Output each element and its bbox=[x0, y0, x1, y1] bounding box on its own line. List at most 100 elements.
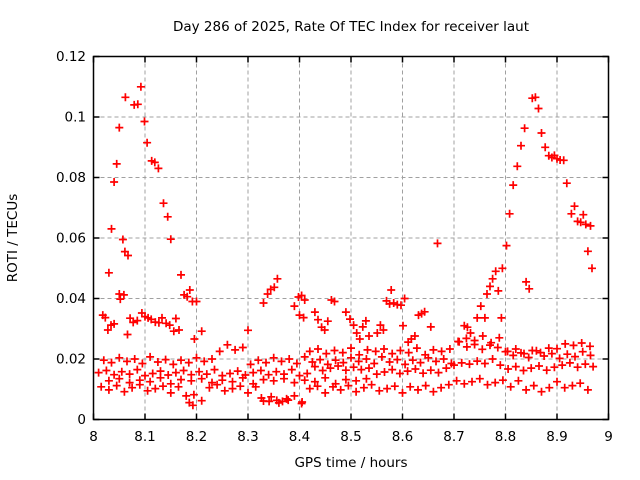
data-point-marker bbox=[581, 220, 590, 229]
data-point-marker bbox=[107, 358, 116, 367]
data-point-marker bbox=[535, 362, 543, 370]
data-point-marker bbox=[371, 347, 380, 356]
data-point-marker bbox=[177, 375, 185, 384]
data-point-marker bbox=[544, 344, 553, 353]
data-point-marker bbox=[183, 292, 192, 301]
data-point-marker bbox=[561, 339, 570, 348]
data-point-marker bbox=[290, 302, 299, 311]
data-point-marker bbox=[121, 93, 130, 102]
data-point-marker bbox=[506, 382, 515, 391]
data-point-marker bbox=[99, 356, 108, 365]
data-point-marker bbox=[336, 385, 345, 394]
data-point-marker bbox=[218, 376, 227, 385]
data-point-marker bbox=[379, 326, 388, 334]
data-point-marker bbox=[215, 347, 224, 356]
data-point-marker bbox=[488, 274, 497, 283]
data-point-marker bbox=[147, 315, 156, 324]
data-point-marker bbox=[120, 387, 129, 396]
data-point-marker bbox=[358, 322, 367, 331]
data-point-marker bbox=[244, 388, 252, 397]
data-point-marker bbox=[466, 329, 475, 337]
data-point-marker bbox=[429, 345, 438, 354]
data-point-marker bbox=[380, 345, 388, 353]
data-point-marker bbox=[143, 138, 152, 147]
data-point-marker bbox=[525, 284, 534, 293]
data-point-marker bbox=[568, 381, 577, 390]
data-point-marker bbox=[569, 341, 578, 350]
data-point-marker bbox=[416, 358, 425, 367]
data-point-marker bbox=[502, 241, 511, 250]
data-point-marker bbox=[511, 362, 520, 371]
data-point-marker bbox=[380, 368, 389, 376]
data-point-marker bbox=[509, 181, 518, 190]
data-point-marker bbox=[496, 361, 505, 370]
data-point-marker bbox=[495, 333, 504, 342]
gridlines bbox=[93, 56, 609, 420]
data-point-marker bbox=[117, 367, 126, 376]
data-point-marker bbox=[259, 299, 268, 307]
data-point-marker bbox=[159, 199, 168, 208]
data-point-marker bbox=[528, 346, 537, 355]
data-point-marker bbox=[116, 295, 125, 304]
data-point-marker bbox=[586, 221, 595, 230]
data-point-marker bbox=[476, 302, 485, 311]
data-point-marker bbox=[583, 247, 592, 256]
data-point-marker bbox=[497, 313, 506, 322]
data-point-marker bbox=[475, 374, 484, 383]
data-point-marker bbox=[529, 381, 538, 390]
data-points bbox=[94, 82, 598, 410]
data-point-marker bbox=[514, 376, 523, 385]
data-point-marker bbox=[498, 264, 507, 273]
data-point-marker bbox=[104, 268, 113, 277]
data-point-marker bbox=[310, 308, 319, 317]
data-point-marker bbox=[314, 345, 322, 353]
data-point-marker bbox=[559, 156, 568, 165]
data-point-marker bbox=[553, 344, 561, 353]
data-point-marker bbox=[517, 141, 525, 150]
data-point-marker bbox=[487, 338, 496, 347]
data-point-marker bbox=[322, 349, 331, 358]
x-tick-label: 8.5 bbox=[340, 429, 361, 445]
data-point-marker bbox=[104, 376, 113, 385]
data-point-marker bbox=[452, 376, 461, 385]
data-point-marker bbox=[442, 364, 451, 373]
data-point-marker bbox=[299, 313, 308, 322]
data-point-marker bbox=[513, 162, 522, 171]
data-point-marker bbox=[447, 359, 456, 368]
data-point-marker bbox=[169, 327, 178, 336]
data-point-marker bbox=[174, 382, 183, 391]
data-point-marker bbox=[290, 391, 299, 400]
data-point-marker bbox=[165, 321, 174, 330]
data-point-marker bbox=[433, 239, 442, 248]
data-point-marker bbox=[331, 356, 340, 365]
data-point-marker bbox=[297, 399, 306, 408]
data-point-marker bbox=[171, 368, 180, 377]
data-point-marker bbox=[372, 370, 381, 379]
data-point-marker bbox=[388, 349, 397, 358]
data-point-marker bbox=[282, 394, 291, 403]
data-point-marker bbox=[520, 124, 529, 133]
data-point-marker bbox=[125, 370, 134, 379]
data-point-marker bbox=[295, 371, 304, 380]
data-point-marker bbox=[272, 367, 281, 376]
data-point-marker bbox=[339, 358, 348, 367]
data-point-marker bbox=[143, 386, 152, 395]
data-point-marker bbox=[133, 316, 142, 325]
data-point-marker bbox=[563, 350, 572, 359]
data-point-marker bbox=[228, 384, 237, 393]
tick-labels: 8 8.1 8.2 8.3 8.4 8.5 8.6 8.7 8.8 8.9 9 0 0.02 0.04 0.… bbox=[56, 49, 613, 445]
data-point-marker bbox=[537, 129, 546, 137]
data-point-marker bbox=[158, 313, 166, 322]
data-point-marker bbox=[177, 356, 185, 365]
x-tick-label: 8.6 bbox=[392, 429, 413, 445]
data-point-marker bbox=[576, 218, 585, 227]
data-point-marker bbox=[414, 385, 422, 394]
data-point-marker bbox=[421, 350, 430, 359]
chart-title: Day 286 of 2025, Rate Of TEC Index for r… bbox=[173, 19, 529, 35]
data-point-marker bbox=[112, 381, 121, 390]
data-point-marker bbox=[577, 339, 586, 347]
data-point-marker bbox=[110, 370, 119, 379]
data-point-marker bbox=[385, 299, 394, 308]
data-point-marker bbox=[362, 355, 371, 363]
data-point-marker bbox=[280, 374, 288, 383]
